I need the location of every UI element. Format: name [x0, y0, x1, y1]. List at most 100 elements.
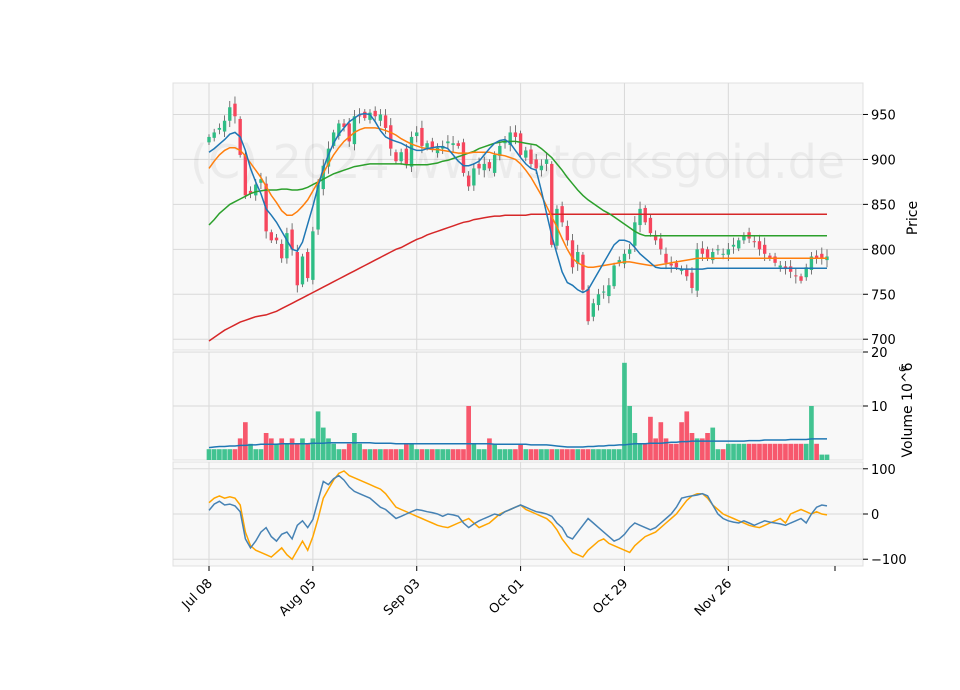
y-tick-label-price: 700 — [871, 333, 896, 348]
volume-bar — [767, 443, 773, 460]
volume-bar — [809, 406, 814, 460]
volume-bar — [793, 443, 799, 460]
volume-bar — [217, 449, 222, 460]
volume-bar — [746, 443, 752, 460]
volume-bar — [715, 449, 721, 460]
volume-bar — [513, 449, 518, 460]
volume-bar — [570, 449, 575, 460]
candle-body — [425, 143, 429, 148]
volume-bar — [367, 449, 373, 460]
candle-body — [752, 241, 756, 243]
volume-bar — [777, 443, 783, 460]
candle-body — [669, 263, 673, 266]
candle-body — [762, 244, 767, 254]
candle-body — [581, 254, 585, 290]
candle-body — [233, 103, 237, 117]
volume-bar — [274, 443, 279, 460]
candle-body — [430, 141, 434, 149]
volume-bar — [341, 449, 347, 460]
candle-body — [544, 159, 549, 164]
volume-bar — [492, 443, 497, 460]
candle-body — [420, 127, 424, 146]
candle-body — [799, 276, 803, 281]
volume-bar — [731, 443, 736, 460]
candle-body — [472, 168, 476, 186]
volume-axis-label: Volume 10^6 — [900, 362, 916, 457]
volume-bar — [725, 443, 731, 460]
volume-bar — [352, 433, 357, 460]
candle-body — [316, 184, 320, 230]
volume-bar — [523, 449, 529, 460]
candle-body — [217, 127, 222, 130]
volume-bar — [757, 443, 762, 460]
volume-bar — [440, 449, 446, 460]
candle-body — [653, 234, 658, 241]
volume-bar — [378, 449, 383, 460]
volume-bar — [362, 449, 368, 460]
y-tick-label-price: 950 — [871, 108, 896, 123]
candle-body — [757, 241, 762, 250]
candle-body — [518, 133, 523, 155]
candle-body — [482, 163, 486, 171]
volume-bar — [596, 449, 601, 460]
candle-body — [809, 256, 814, 270]
volume-bar — [404, 443, 409, 460]
candle-body — [648, 217, 653, 234]
candle-body — [446, 141, 450, 144]
candle-body — [492, 154, 497, 173]
candle-body — [409, 136, 414, 167]
volume-bar — [528, 449, 534, 460]
candle-body — [368, 112, 372, 120]
candle-body — [435, 147, 440, 154]
volume-bar — [616, 449, 622, 460]
candle-body — [679, 269, 684, 271]
candle-body — [383, 115, 388, 128]
candle-body — [596, 294, 601, 306]
candle-body — [321, 165, 325, 190]
volume-bar — [585, 449, 591, 460]
volume-bar — [684, 411, 690, 460]
volume-bar — [326, 438, 331, 460]
volume-bar — [507, 449, 513, 460]
volume-bar — [705, 433, 710, 460]
volume-bar — [294, 443, 300, 460]
volume-bar — [783, 443, 788, 460]
volume-bar — [305, 443, 311, 460]
x-tick-label: Aug 05 — [277, 576, 320, 619]
price-layer — [207, 96, 829, 342]
volume-bar — [549, 449, 555, 460]
volume-bar — [751, 443, 757, 460]
candle-body — [280, 243, 284, 259]
candle-body — [399, 152, 403, 162]
y-tick-label-price: 850 — [871, 198, 896, 213]
volume-bar — [622, 362, 627, 460]
volume-bar — [819, 454, 825, 460]
volume-bar — [310, 438, 316, 460]
ma-long-line — [208, 140, 827, 237]
volume-bar — [471, 443, 477, 460]
x-tick-label: Jul 08 — [179, 576, 216, 613]
volume-bar — [284, 443, 290, 460]
candle-body — [602, 291, 606, 293]
candle-body — [259, 179, 263, 183]
volume-ma-line — [208, 438, 827, 449]
volume-bar — [487, 438, 492, 460]
candle-body — [378, 114, 383, 121]
volume-bar — [710, 427, 716, 460]
candle-body — [326, 148, 331, 167]
volume-bar — [497, 449, 503, 460]
volume-bar — [336, 449, 342, 460]
candle-body — [622, 253, 627, 264]
y-tick-label-osc: 0 — [871, 508, 879, 523]
candle-body — [737, 240, 741, 249]
x-tick-label: Nov 26 — [692, 576, 735, 619]
volume-bar — [461, 449, 466, 460]
y-tick-label-price: 900 — [871, 153, 896, 168]
candle-body — [456, 143, 460, 146]
volume-bar — [736, 443, 742, 460]
y-tick-label-price: 750 — [871, 288, 896, 303]
candle-body — [700, 248, 705, 254]
candle-body — [627, 249, 632, 254]
candle-body — [394, 152, 398, 162]
x-tick-label: Oct 01 — [486, 576, 527, 617]
